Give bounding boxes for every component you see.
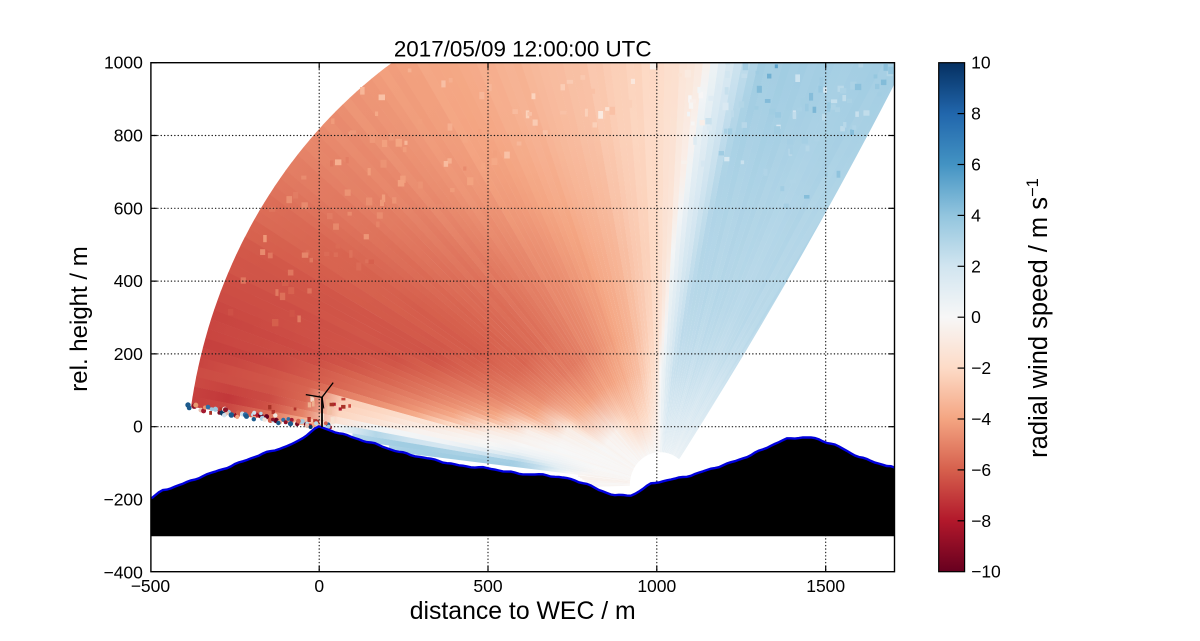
svg-text:800: 800 (114, 126, 143, 146)
svg-text:2017/05/09 12:00:00 UTC: 2017/05/09 12:00:00 UTC (394, 37, 652, 62)
svg-text:−400: −400 (103, 562, 143, 582)
svg-text:0: 0 (971, 307, 981, 327)
svg-text:10: 10 (971, 53, 991, 73)
svg-text:distance to WEC / m: distance to WEC / m (410, 598, 636, 625)
svg-text:−200: −200 (103, 490, 143, 510)
svg-text:0: 0 (314, 576, 324, 596)
svg-text:1500: 1500 (806, 576, 845, 596)
svg-text:600: 600 (114, 198, 143, 218)
svg-text:8: 8 (971, 104, 981, 124)
svg-text:radial wind speed / m s−1: radial wind speed / m s−1 (1024, 178, 1053, 458)
svg-text:1000: 1000 (104, 53, 143, 73)
svg-text:0: 0 (133, 417, 143, 437)
svg-text:1000: 1000 (637, 576, 676, 596)
svg-text:−4: −4 (971, 409, 991, 429)
svg-text:−2: −2 (971, 358, 991, 378)
svg-text:−10: −10 (971, 562, 1001, 582)
svg-text:−8: −8 (971, 511, 991, 531)
svg-text:−500: −500 (131, 576, 171, 596)
svg-text:4: 4 (971, 205, 981, 225)
svg-text:200: 200 (114, 344, 143, 364)
svg-text:rel. height / m: rel. height / m (66, 246, 93, 391)
svg-text:−6: −6 (971, 460, 991, 480)
svg-text:500: 500 (473, 576, 502, 596)
svg-text:400: 400 (114, 271, 143, 291)
svg-text:2: 2 (971, 256, 981, 276)
svg-text:6: 6 (971, 155, 981, 175)
